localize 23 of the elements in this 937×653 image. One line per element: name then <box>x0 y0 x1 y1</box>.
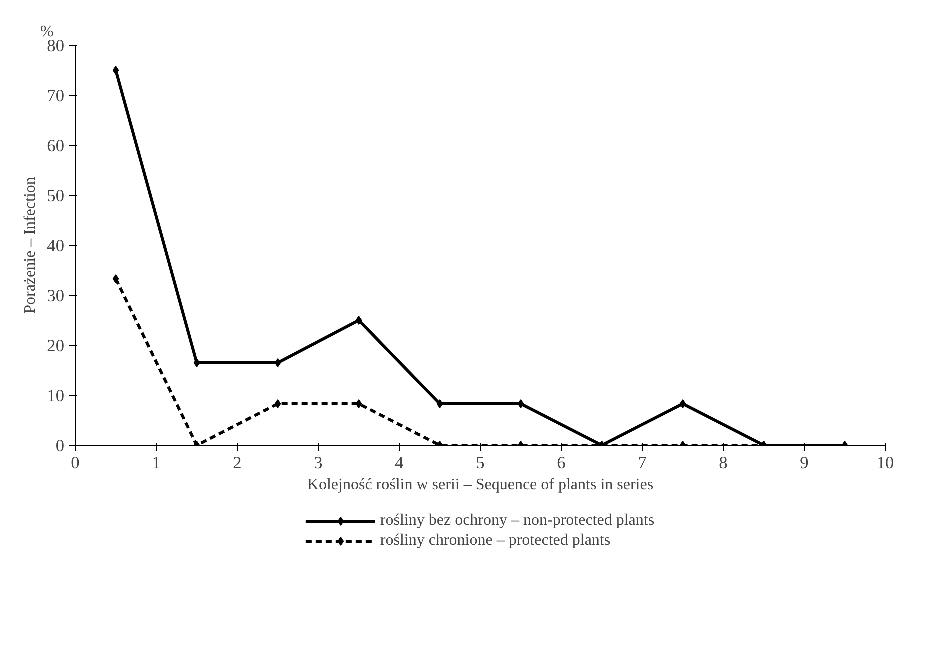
x-tick-label: 9 <box>800 454 809 472</box>
x-tick-label: 8 <box>719 454 728 472</box>
x-tick-label: 7 <box>638 454 648 472</box>
x-tick-label: 2 <box>233 454 242 472</box>
x-tick-label: 3 <box>314 454 323 472</box>
y-tick-label: 40 <box>47 236 64 256</box>
x-tick-label: 5 <box>476 454 485 472</box>
y-tick-label: 10 <box>47 386 64 406</box>
y-axis-title: Porażenie – Infection <box>22 177 40 314</box>
x-axis-title: Kolejność roślin w serii – Sequence of plants in series <box>307 476 654 494</box>
y-tick-label: 70 <box>47 86 64 106</box>
y-tick-label: 50 <box>47 186 64 206</box>
x-tick-label: 10 <box>876 454 894 472</box>
x-tick-label: 4 <box>395 454 404 472</box>
x-tick-label: 6 <box>557 454 566 472</box>
legend-label: rośliny chronione – protected plants <box>380 531 611 551</box>
legend-label: rośliny bez ochrony – non-protected plants <box>380 511 655 531</box>
y-tick-label: 30 <box>47 286 64 306</box>
x-tick-label: 0 <box>71 454 80 472</box>
x-tick-label: 1 <box>152 454 161 472</box>
y-tick-label: 0 <box>56 436 65 456</box>
y-tick-label: 60 <box>47 136 64 156</box>
y-tick-label: 20 <box>47 336 64 356</box>
